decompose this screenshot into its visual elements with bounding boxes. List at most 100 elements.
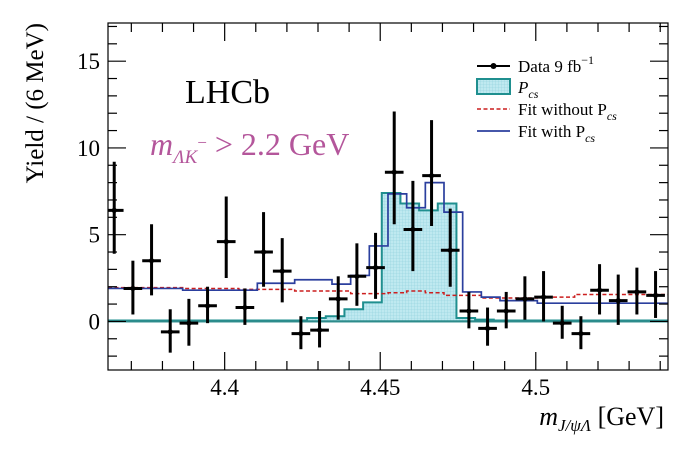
legend-label-subscript: cs xyxy=(607,109,617,123)
plot-layer xyxy=(108,111,668,353)
legend-pcs-swatch xyxy=(476,78,511,95)
plot-frame-border xyxy=(107,22,669,371)
x-axis-title-unit: [GeV] xyxy=(591,402,664,431)
data-marker xyxy=(578,330,584,337)
data-marker xyxy=(615,298,621,304)
data-marker xyxy=(167,329,173,335)
data-point xyxy=(142,224,161,296)
legend-label-subscript: cs xyxy=(585,131,595,145)
data-marker xyxy=(540,294,547,300)
data-marker xyxy=(242,304,248,311)
x-tick-label: 4.4 xyxy=(210,375,239,400)
data-point xyxy=(478,307,497,346)
experiment-label: LHCb xyxy=(185,74,270,111)
data-point xyxy=(590,264,609,315)
legend-label: Data 9 fb−1 xyxy=(518,53,594,76)
data-point xyxy=(552,305,572,339)
data-marker xyxy=(279,268,285,274)
data-point xyxy=(179,298,199,346)
y-axis-title: Yield / (6 MeV) xyxy=(22,23,49,183)
data-marker xyxy=(204,303,211,309)
data-point xyxy=(440,208,460,287)
data-marker xyxy=(316,327,323,333)
legend-label-superscript: −1 xyxy=(581,53,594,67)
data-marker xyxy=(410,226,416,233)
data-point xyxy=(496,291,516,329)
data-marker xyxy=(298,330,304,337)
data-marker xyxy=(503,308,509,314)
legend-label: Pcs xyxy=(517,78,539,101)
data-point xyxy=(216,196,236,279)
data-marker xyxy=(447,247,453,253)
data-marker xyxy=(372,265,379,271)
data-marker xyxy=(466,308,472,314)
data-point xyxy=(160,309,180,353)
data-marker xyxy=(652,292,659,298)
legend-label-text: Fit without P xyxy=(518,100,607,119)
data-point xyxy=(328,276,348,320)
data-point xyxy=(198,286,217,324)
data-marker xyxy=(484,325,491,331)
x-tick-label: 4.45 xyxy=(360,375,400,400)
data-marker xyxy=(111,207,117,213)
y-tick-label: 0 xyxy=(89,309,101,334)
data-marker xyxy=(522,296,528,302)
x-axis-title-symbol: m xyxy=(539,402,558,431)
legend-label-text: P xyxy=(517,78,528,97)
legend-item-data: Data 9 fb−1 xyxy=(477,53,594,76)
plot-frame xyxy=(107,22,669,371)
data-point xyxy=(123,260,143,315)
selection-superscript: − xyxy=(197,133,207,152)
selection-threshold: > 2.2 GeV xyxy=(207,126,349,162)
data-marker xyxy=(148,258,155,264)
data-point xyxy=(515,276,535,320)
selection-symbol: m xyxy=(150,126,173,162)
legend-data-marker-dot xyxy=(490,63,497,69)
data-marker xyxy=(130,285,136,292)
data-marker xyxy=(186,320,192,326)
selection-cut-label: mΛK− > 2.2 GeV xyxy=(150,126,349,168)
data-point xyxy=(608,274,628,325)
data-point xyxy=(272,238,292,303)
legend-label-text: Data 9 fb xyxy=(518,57,581,76)
data-point xyxy=(384,111,404,225)
data-point xyxy=(403,180,423,272)
legend-label: Fit with Pcs xyxy=(518,122,595,145)
data-marker xyxy=(260,249,267,255)
legend-label: Fit without Pcs xyxy=(518,100,617,123)
fit-with-pcs-line xyxy=(108,181,668,305)
legend-item-pcs: Pcs xyxy=(476,78,539,101)
legend-label-text: Fit with P xyxy=(518,122,585,141)
data-marker xyxy=(559,320,565,326)
x-tick-label: 4.5 xyxy=(521,375,550,400)
legend-item-fit-without: Fit without Pcs xyxy=(477,100,617,123)
data-point xyxy=(571,316,591,350)
data-point xyxy=(254,212,273,287)
data-point xyxy=(459,291,479,329)
data-point xyxy=(108,161,124,254)
data-marker xyxy=(335,296,341,302)
data-point xyxy=(366,232,385,299)
data-point xyxy=(235,288,255,325)
data-point xyxy=(310,311,329,348)
x-axis-title: mJ/ψΛ [GeV] xyxy=(539,402,664,435)
data-point xyxy=(646,271,665,318)
data-marker xyxy=(223,239,229,245)
legend-item-fit-with: Fit with Pcs xyxy=(477,122,595,145)
data-point xyxy=(347,243,367,306)
selection-subscript: ΛK xyxy=(171,147,198,168)
data-marker xyxy=(391,169,397,175)
data-point xyxy=(534,271,553,322)
y-tick-label: 5 xyxy=(89,223,101,248)
legend-label-subscript: cs xyxy=(528,87,538,101)
data-point xyxy=(291,316,311,350)
data-marker xyxy=(634,289,640,295)
axes: 0 5 10 15 4.4 4.45 4.5 xyxy=(77,23,668,400)
data-point xyxy=(422,120,441,226)
data-marker xyxy=(428,173,435,179)
y-tick-label: 15 xyxy=(77,49,100,74)
x-axis-title-subscript: J/ψΛ xyxy=(558,416,592,435)
